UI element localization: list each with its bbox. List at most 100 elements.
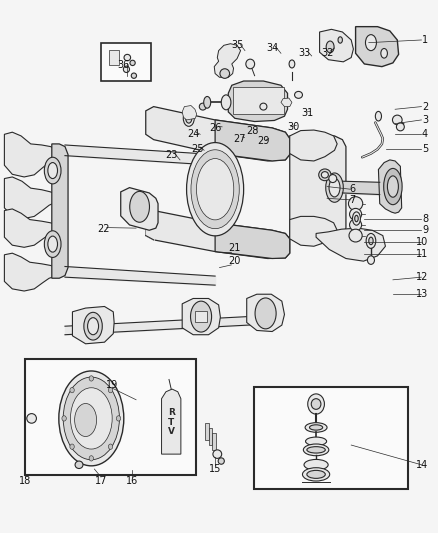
Ellipse shape (309, 425, 322, 430)
Text: 14: 14 (415, 460, 427, 470)
Ellipse shape (219, 69, 229, 78)
Bar (205, 423, 208, 440)
Polygon shape (319, 29, 353, 62)
Text: 1: 1 (421, 35, 427, 45)
Polygon shape (289, 216, 336, 246)
Polygon shape (228, 81, 287, 122)
Ellipse shape (221, 95, 230, 110)
Text: 6: 6 (349, 184, 355, 194)
Ellipse shape (89, 456, 93, 461)
Text: 36: 36 (117, 60, 130, 70)
Text: 30: 30 (286, 122, 299, 132)
Ellipse shape (304, 423, 326, 432)
Ellipse shape (123, 66, 129, 72)
Ellipse shape (131, 73, 136, 78)
Bar (101, 43, 151, 81)
Text: 10: 10 (415, 237, 427, 247)
Polygon shape (145, 211, 289, 259)
Ellipse shape (328, 175, 336, 182)
Bar (25, 359, 195, 475)
Polygon shape (4, 253, 56, 291)
Ellipse shape (27, 414, 36, 423)
Polygon shape (182, 298, 220, 335)
Ellipse shape (254, 298, 276, 329)
Ellipse shape (367, 256, 374, 264)
Ellipse shape (325, 41, 333, 53)
Ellipse shape (63, 377, 119, 459)
Ellipse shape (259, 103, 266, 110)
Ellipse shape (365, 233, 375, 248)
Ellipse shape (218, 458, 224, 464)
Polygon shape (145, 107, 289, 161)
Text: R
T
V: R T V (167, 408, 174, 437)
Polygon shape (120, 188, 158, 230)
Text: 34: 34 (265, 43, 278, 53)
Ellipse shape (203, 96, 210, 108)
Polygon shape (161, 389, 180, 454)
Ellipse shape (321, 172, 328, 178)
Polygon shape (246, 294, 284, 332)
Ellipse shape (352, 212, 360, 225)
Ellipse shape (364, 35, 375, 51)
Ellipse shape (186, 142, 243, 236)
Text: 31: 31 (300, 108, 313, 118)
Text: 15: 15 (208, 464, 221, 474)
Ellipse shape (70, 387, 74, 393)
Text: 22: 22 (97, 224, 109, 234)
Text: 4: 4 (421, 130, 427, 139)
Polygon shape (4, 177, 56, 219)
Text: 35: 35 (230, 41, 243, 50)
Ellipse shape (59, 371, 124, 466)
Ellipse shape (74, 403, 96, 437)
Ellipse shape (380, 49, 387, 58)
Polygon shape (4, 209, 56, 247)
Polygon shape (355, 27, 398, 67)
Ellipse shape (311, 399, 320, 409)
Ellipse shape (328, 178, 339, 197)
Ellipse shape (75, 461, 83, 469)
Ellipse shape (349, 208, 361, 220)
Text: 26: 26 (208, 123, 221, 133)
Ellipse shape (212, 450, 221, 458)
Polygon shape (289, 130, 336, 161)
Text: 27: 27 (233, 134, 245, 143)
Ellipse shape (88, 318, 98, 335)
Ellipse shape (396, 123, 403, 131)
Ellipse shape (108, 387, 113, 393)
Polygon shape (280, 98, 291, 107)
Text: 11: 11 (415, 249, 427, 259)
Ellipse shape (348, 229, 361, 242)
Polygon shape (182, 106, 196, 120)
Ellipse shape (325, 173, 343, 203)
Text: 25: 25 (191, 144, 203, 154)
Ellipse shape (245, 59, 254, 69)
Text: 3: 3 (421, 115, 427, 125)
Polygon shape (4, 132, 56, 177)
Ellipse shape (183, 110, 194, 126)
Ellipse shape (348, 197, 362, 211)
Ellipse shape (130, 191, 149, 222)
Polygon shape (215, 223, 289, 259)
Ellipse shape (354, 215, 357, 222)
Text: 7: 7 (349, 195, 355, 205)
Text: 32: 32 (320, 49, 332, 58)
Ellipse shape (48, 163, 57, 179)
Text: 19: 19 (106, 380, 118, 390)
Ellipse shape (44, 157, 61, 184)
Ellipse shape (337, 37, 342, 43)
Ellipse shape (185, 114, 191, 123)
Text: 16: 16 (125, 476, 138, 486)
Bar (212, 433, 215, 450)
Ellipse shape (48, 236, 57, 252)
Ellipse shape (374, 111, 381, 121)
Text: 9: 9 (421, 225, 427, 235)
Polygon shape (289, 136, 345, 239)
Text: 28: 28 (246, 126, 258, 135)
Ellipse shape (62, 416, 66, 421)
Bar (253, 387, 407, 489)
Text: 2: 2 (421, 102, 427, 111)
Polygon shape (315, 228, 385, 261)
Ellipse shape (108, 444, 113, 449)
Ellipse shape (306, 470, 325, 479)
Text: 23: 23 (165, 150, 177, 159)
